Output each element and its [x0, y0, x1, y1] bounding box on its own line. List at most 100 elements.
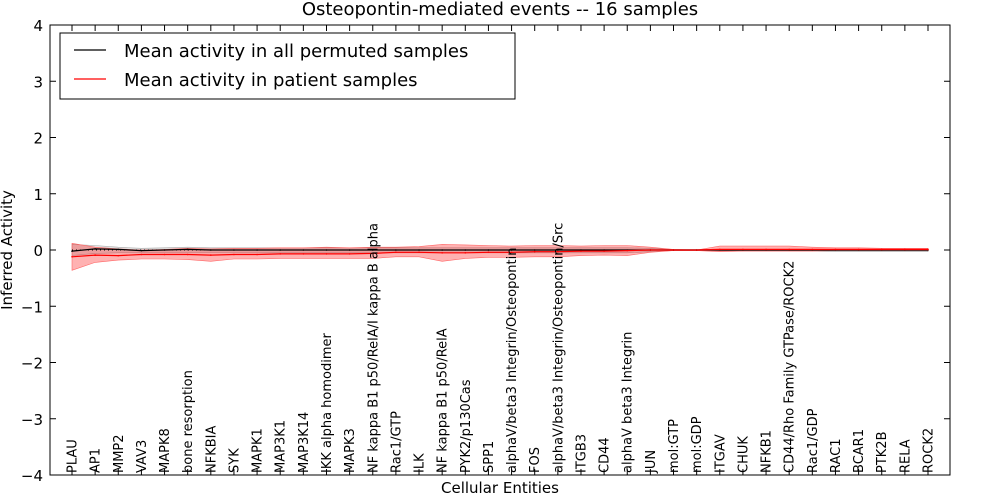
- data-point: [695, 249, 698, 251]
- axis-ticks: 4 3 2 1 0 −1 −2 −3 −4: [21, 17, 950, 485]
- x-tick-label: Rac1/GTP: [389, 411, 404, 473]
- data-point: [279, 253, 282, 255]
- x-tick-label: MAPK3: [343, 428, 358, 473]
- data-point: [510, 251, 513, 254]
- data-point: [302, 249, 305, 251]
- x-tick-label: JUN: [644, 450, 659, 474]
- x-tick-label: mol:GTP: [667, 419, 682, 473]
- x-tick-label: NFKB1: [760, 430, 775, 473]
- x-tick-label: PLAU: [66, 439, 81, 473]
- data-point: [395, 249, 397, 251]
- x-tick-label: PTK2B: [875, 432, 890, 474]
- x-tick-label: MAP3K14: [297, 412, 312, 473]
- data-point: [626, 249, 629, 252]
- x-tick-label: CD44: [598, 437, 613, 473]
- data-point: [857, 248, 860, 251]
- data-point: [742, 248, 744, 251]
- x-tick-label: alphaV beta3 Integrin: [621, 332, 636, 473]
- data-point: [233, 253, 235, 256]
- x-tick-label: ILK: [413, 453, 428, 473]
- data-point: [672, 249, 675, 251]
- data-point: [163, 253, 166, 256]
- y-axis-label: Inferred Activity: [0, 190, 16, 310]
- y-tick-label: −3: [21, 411, 43, 429]
- x-axis-label: Cellular Entities: [441, 479, 559, 497]
- y-tick-label: −1: [21, 298, 43, 316]
- x-tick-label: MAPK1: [251, 428, 266, 473]
- x-tick-label: RAC1: [829, 438, 844, 473]
- data-point: [533, 250, 536, 253]
- legend-label-permuted: Mean activity in all permuted samples: [124, 41, 468, 62]
- data-point: [186, 253, 189, 256]
- data-point: [94, 254, 96, 256]
- x-tick-label: NFKBIA: [204, 426, 219, 473]
- x-tick-label: PYK2/p130Cas: [459, 379, 474, 473]
- legend-label-patient: Mean activity in patient samples: [124, 70, 418, 91]
- data-point: [117, 254, 120, 257]
- x-tick-label: CHUK: [736, 436, 751, 473]
- data-point: [441, 252, 443, 254]
- data-point: [186, 248, 189, 251]
- data-point: [302, 253, 305, 255]
- data-point: [718, 248, 721, 251]
- x-tick-label: ITGAV: [713, 434, 728, 473]
- data-point: [649, 249, 652, 251]
- y-tick-label: −4: [21, 467, 43, 485]
- x-tick-label: SPP1: [482, 441, 497, 473]
- y-tick-label: −2: [21, 355, 43, 373]
- data-point: [834, 248, 837, 251]
- x-tick-labels: PLAU AP1 MMP2 VAV3 MAPK8 bone resorption NFKBI…: [66, 223, 937, 474]
- data-point: [325, 249, 328, 251]
- data-point: [927, 248, 929, 251]
- x-tick-label: MAPK8: [158, 428, 173, 473]
- y-tick-label: 4: [33, 17, 43, 35]
- data-point: [395, 251, 397, 254]
- data-point: [580, 250, 582, 252]
- x-tick-label: VAV3: [135, 440, 150, 473]
- data-point: [441, 249, 443, 251]
- data-point: [233, 249, 235, 251]
- data-point: [325, 253, 328, 255]
- data-point: [140, 253, 143, 256]
- y-tick-label: 1: [33, 186, 43, 204]
- x-tick-label: alphaV/beta3 Integrin/Osteopontin: [505, 248, 520, 473]
- x-tick-label: ROCK2: [922, 428, 937, 473]
- y-tick-label: 0: [33, 242, 43, 260]
- y-tick-label: 3: [33, 73, 43, 91]
- x-tick-label: SYK: [227, 448, 242, 473]
- x-tick-label: ITGB3: [575, 434, 590, 473]
- series-line-patient: [71, 248, 928, 258]
- data-point: [580, 249, 582, 251]
- data-point: [811, 248, 814, 251]
- x-tick-label: MMP2: [112, 434, 127, 473]
- data-point: [557, 249, 559, 251]
- x-tick-label: AP1: [89, 448, 104, 473]
- data-point: [487, 251, 490, 254]
- x-tick-label: NF kappa B1 p50/RelA: [436, 328, 451, 473]
- x-tick-label: BCAR1: [852, 429, 867, 473]
- data-point: [117, 248, 120, 251]
- data-point: [557, 250, 559, 253]
- data-point: [371, 249, 374, 251]
- x-tick-label: mol:GDP: [690, 416, 705, 473]
- data-point: [71, 255, 73, 258]
- y-tick-label: 2: [33, 130, 43, 148]
- plot-frame: [49, 24, 951, 476]
- data-point: [140, 249, 143, 252]
- data-point: [210, 249, 212, 251]
- confidence-bands: [71, 242, 929, 271]
- data-point: [71, 250, 73, 252]
- x-tick-label: bone resorption: [181, 370, 196, 473]
- data-point: [418, 249, 420, 251]
- x-tick-label: NF kappa B1 p50/RelA/I kappa B alpha: [366, 223, 381, 473]
- legend-box: [59, 32, 516, 100]
- data-point: [371, 252, 374, 255]
- chart-title: Osteopontin-mediated events -- 16 sample…: [302, 0, 698, 20]
- x-tick-label: alphaV/beta3 Integrin/Osteopontin/Src: [551, 223, 566, 473]
- data-point: [487, 249, 490, 251]
- data-point: [464, 249, 467, 251]
- data-point: [418, 251, 420, 254]
- x-tick-label: Rac1/GDP: [806, 408, 821, 473]
- data-point: [765, 248, 767, 251]
